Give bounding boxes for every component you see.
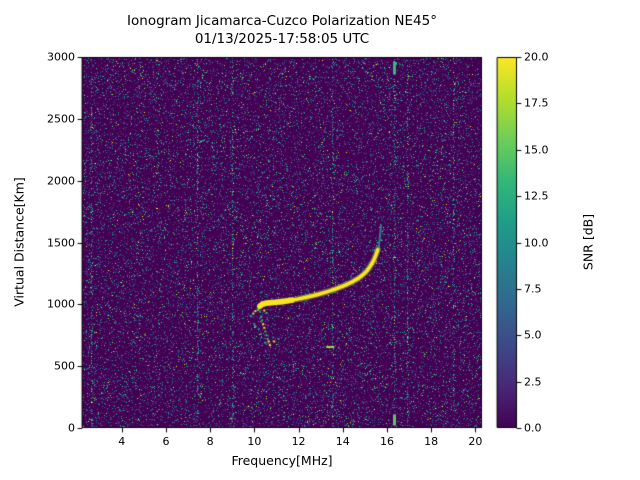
- y-tick-label: 0: [68, 421, 75, 435]
- colorbar-tick-label: 20.0: [524, 50, 549, 64]
- chart-title: Ionogram Jicamarca-Cuzco Polarization NE…: [127, 13, 437, 29]
- x-tick-label: 18: [424, 435, 439, 448]
- colorbar-tick-label: 17.5: [524, 96, 549, 110]
- x-tick-label: 10: [247, 435, 262, 448]
- x-tick-label: 4: [118, 435, 126, 448]
- colorbar-tick-label: 0.0: [524, 421, 542, 435]
- colorbar-tick-label: 15.0: [524, 143, 549, 157]
- y-tick-label: 2000: [47, 174, 75, 188]
- y-tick-label: 1000: [47, 297, 75, 311]
- x-tick-label: 14: [335, 435, 350, 448]
- x-tick-label: 16: [379, 435, 394, 448]
- x-tick-label: 20: [468, 435, 483, 448]
- colorbar-label: SNR [dB]: [580, 213, 596, 271]
- colorbar-tick-label: 10.0: [524, 236, 549, 249]
- y-axis-label: Virtual Distance[Km]: [11, 177, 27, 307]
- colorbar-tick-label: 2.5: [524, 375, 542, 389]
- colorbar-tick-label: 5.0: [524, 328, 542, 342]
- y-tick-label: 500: [54, 359, 75, 373]
- y-tick-label: 3000: [47, 50, 75, 64]
- colorbar-tick-label: 12.5: [524, 189, 549, 203]
- colorbar-tick-label: 7.5: [524, 282, 542, 296]
- x-tick-label: 6: [162, 435, 170, 448]
- y-tick-label: 1500: [47, 236, 75, 249]
- x-axis-label: Frequency[MHz]: [231, 453, 333, 468]
- y-tick-label: 2500: [47, 112, 75, 126]
- x-tick-label: 12: [291, 435, 306, 448]
- chart-subtitle: 01/13/2025-17:58:05 UTC: [194, 31, 370, 47]
- x-tick-label: 8: [206, 435, 214, 448]
